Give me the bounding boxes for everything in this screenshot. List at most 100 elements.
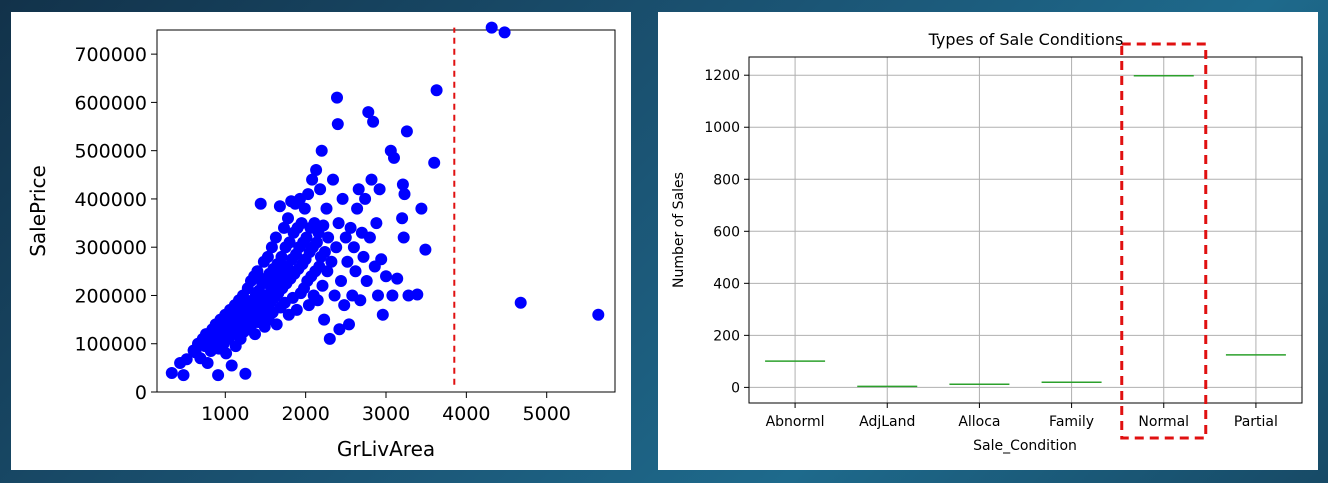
scatter-point <box>336 192 349 205</box>
scatter-point <box>269 231 282 244</box>
scatter-point <box>411 288 424 301</box>
scatter-point <box>314 183 327 196</box>
x-tick-label: Partial <box>1234 414 1278 430</box>
scatter-point <box>430 84 443 97</box>
scatter-point <box>485 21 498 34</box>
scatter-point <box>300 231 313 244</box>
x-axis-label: GrLivArea <box>337 437 435 461</box>
scatter-point <box>354 294 367 307</box>
scatter-point <box>290 303 303 316</box>
scatter-point <box>331 91 343 104</box>
scatter-point <box>220 347 233 360</box>
scatter-point <box>317 219 330 232</box>
scatter-point <box>278 221 290 234</box>
scatter-point <box>363 231 376 244</box>
scatter-point <box>321 265 334 278</box>
scatter-point <box>322 231 335 244</box>
x-tick-label: 4000 <box>442 403 490 425</box>
x-tick-label: AdjLand <box>859 414 915 430</box>
scatter-point <box>332 217 345 230</box>
y-tick-label: 600 <box>713 224 740 240</box>
scatter-point <box>201 357 214 369</box>
scatter-point <box>212 369 225 382</box>
scatter-point <box>341 255 354 268</box>
scatter-point <box>338 299 351 312</box>
scatter-point <box>396 178 409 191</box>
scatter-point <box>283 236 296 249</box>
x-tick-label: 1000 <box>201 403 249 425</box>
y-tick-label: 400000 <box>74 189 147 211</box>
scatter-point <box>316 279 329 292</box>
y-tick-label: 200 <box>713 328 740 344</box>
x-axis-ticks: Abnorml AdjLand Alloca Family Normal Partial <box>766 403 1278 430</box>
scatter-point <box>388 151 400 164</box>
scatter-point <box>323 332 336 345</box>
scatter-point <box>320 202 333 215</box>
scatter-point <box>180 353 193 366</box>
scatter-point <box>372 289 384 302</box>
scatter-point <box>362 106 375 119</box>
x-tick-label: Abnorml <box>766 414 825 430</box>
scatter-point <box>514 296 527 309</box>
scatter-point <box>318 246 331 258</box>
scatter-point <box>302 188 315 201</box>
y-tick-label: 800 <box>713 172 740 188</box>
scatter-point <box>349 265 362 278</box>
scatter-point <box>375 253 388 266</box>
scatter-point <box>165 367 178 379</box>
y-tick-label: 300000 <box>74 237 147 259</box>
scatter-point <box>177 369 190 382</box>
scatter-point <box>415 202 428 215</box>
scatter-point <box>302 299 315 312</box>
scatter-point <box>498 26 511 39</box>
scatter-point <box>396 212 409 225</box>
scatter-point <box>306 173 319 186</box>
y-tick-label: 0 <box>135 382 147 404</box>
scatter-point <box>339 231 352 244</box>
y-tick-label: 100000 <box>74 334 147 356</box>
scatter-point <box>365 173 378 186</box>
box-plot-frame <box>748 56 1303 404</box>
normal-highlight-box <box>1120 42 1208 440</box>
x-axis-label: Sale_Condition <box>973 438 1077 454</box>
y-tick-label: 0 <box>731 380 740 396</box>
scatter-point <box>428 156 441 169</box>
scatter-chart: 0 100000 200000 300000 400000 500000 600000 700… <box>26 21 616 461</box>
scatter-point <box>327 173 339 186</box>
scatter-point <box>359 192 372 205</box>
scatter-point <box>357 250 370 263</box>
x-tick-label: 5000 <box>523 403 571 425</box>
scatter-point <box>380 270 392 283</box>
scatter-point <box>310 164 323 176</box>
scatter-point <box>333 323 346 336</box>
scatter-point <box>352 183 365 196</box>
scatter-point <box>318 313 331 326</box>
x-tick-label: Family <box>1049 414 1094 430</box>
x-tick-label: Normal <box>1138 414 1189 430</box>
scatter-point <box>261 250 274 263</box>
y-tick-label: 700000 <box>74 44 147 66</box>
scatter-point <box>398 188 411 201</box>
x-tick-label: 3000 <box>362 403 410 425</box>
scatter-point <box>311 294 324 307</box>
x-tick-label: Alloca <box>958 414 1000 430</box>
scatter-point <box>397 231 410 244</box>
scatter-point <box>386 289 399 302</box>
scatter-point <box>325 255 338 268</box>
y-tick-label: 600000 <box>74 92 147 114</box>
scatter-point <box>310 236 323 249</box>
scatter-point <box>315 144 328 157</box>
scatter-point <box>344 221 357 234</box>
y-tick-label: 400 <box>713 276 740 292</box>
y-tick-label: 1200 <box>704 68 740 84</box>
x-tick-label: 2000 <box>281 403 329 425</box>
scatter-point <box>592 308 605 321</box>
scatter-point <box>347 241 360 254</box>
scatter-point <box>298 202 311 215</box>
scatter-point <box>295 217 308 230</box>
scatter-point <box>270 318 283 331</box>
scatter-point <box>282 212 294 225</box>
median-lines <box>765 74 1286 388</box>
scatter-point <box>335 275 347 287</box>
scatter-point <box>376 308 389 321</box>
